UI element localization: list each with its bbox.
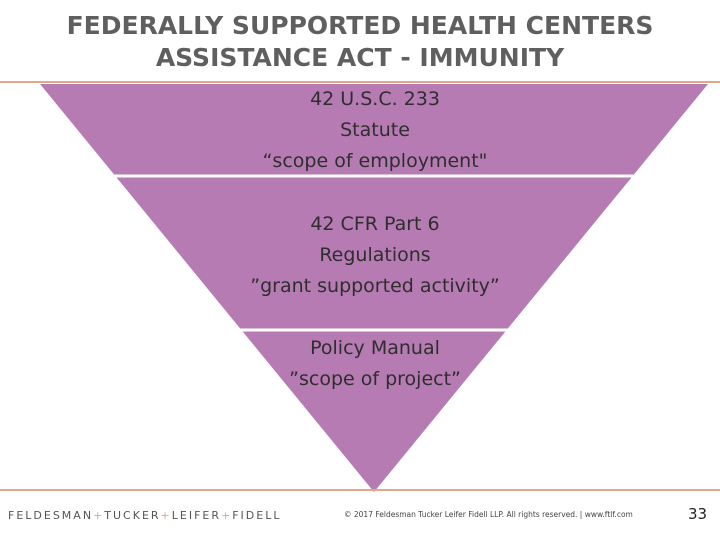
tier-standard: ”scope of project” bbox=[289, 368, 461, 390]
page-number: 33 bbox=[688, 505, 708, 523]
slide-title: FEDERALLY SUPPORTED HEALTH CENTERS ASSIS… bbox=[0, 10, 720, 74]
tier-standard: ”grant supported activity” bbox=[250, 275, 500, 297]
tier-citation: 42 CFR Part 6 bbox=[310, 213, 440, 235]
logo-plus: + bbox=[93, 509, 105, 522]
logo-word: FIDELL bbox=[232, 509, 282, 522]
logo-plus: + bbox=[221, 509, 233, 522]
title-underline bbox=[0, 81, 720, 83]
funnel-tier-statute: 42 U.S.C. 233 Statute “scope of employme… bbox=[160, 84, 590, 177]
logo-word: LEIFER bbox=[171, 509, 222, 522]
footer-rule bbox=[0, 489, 720, 491]
tier-type: Statute bbox=[340, 119, 410, 141]
funnel-tier-policy-manual: Policy Manual ”scope of project” bbox=[160, 333, 590, 395]
funnel-triangle bbox=[40, 84, 708, 492]
tier-type: Regulations bbox=[319, 244, 431, 266]
logo-plus: + bbox=[160, 509, 172, 522]
funnel-tier-regulations: 42 CFR Part 6 Regulations ”grant support… bbox=[160, 209, 590, 302]
copyright-notice: © 2017 Feldesman Tucker Leifer Fidell LL… bbox=[344, 510, 633, 519]
logo-word: FELDESMAN bbox=[8, 509, 94, 522]
firm-logo: FELDESMAN+TUCKER+LEIFER+FIDELL bbox=[8, 509, 281, 522]
tier-standard: “scope of employment" bbox=[262, 150, 488, 172]
slide-title-line-1: FEDERALLY SUPPORTED HEALTH CENTERS bbox=[66, 11, 654, 40]
logo-word: TUCKER bbox=[104, 509, 161, 522]
tier-type: Policy Manual bbox=[310, 337, 440, 359]
tier-citation: 42 U.S.C. 233 bbox=[310, 88, 440, 110]
slide-title-line-2: ASSISTANCE ACT - IMMUNITY bbox=[155, 43, 565, 72]
